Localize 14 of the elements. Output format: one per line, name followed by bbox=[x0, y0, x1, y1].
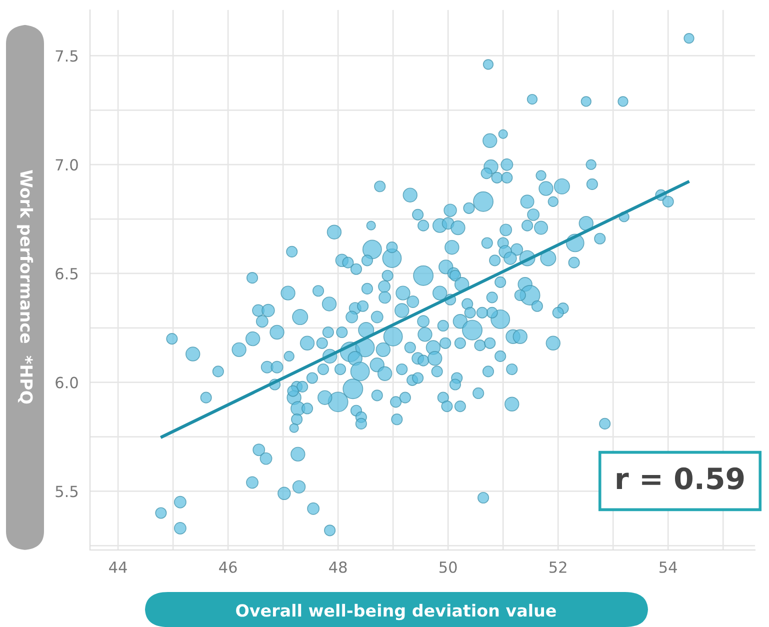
x-tick-label: 48 bbox=[329, 561, 347, 573]
x-tick-label: 50 bbox=[440, 561, 457, 573]
x-tick-label: 54 bbox=[660, 562, 677, 573]
y-tick-label: 6.0 bbox=[56, 376, 78, 388]
y-tick-label: 6.5 bbox=[56, 268, 78, 280]
y-tick-label: 7.0 bbox=[56, 159, 78, 171]
y-axis-title: Work performance *HPQ bbox=[16, 170, 34, 404]
y-tick-label: 7.5 bbox=[56, 50, 78, 62]
y-tick-label: 5.5 bbox=[56, 486, 78, 498]
annotation: r = 0.59 bbox=[616, 467, 744, 490]
x-tick-label: 52 bbox=[550, 561, 566, 573]
x-tick-label: 46 bbox=[219, 561, 237, 573]
x-axis-title: Overall well-being deviation value bbox=[236, 604, 556, 620]
x-tick-label: 44 bbox=[109, 562, 127, 573]
